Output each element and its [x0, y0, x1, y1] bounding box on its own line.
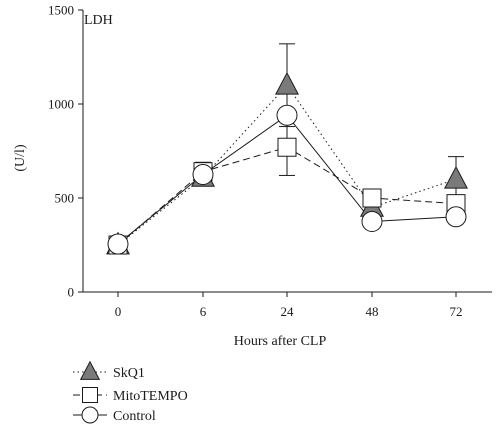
x-tick-label: 0	[115, 304, 122, 319]
x-tick-label: 24	[281, 304, 295, 319]
legend-marker-control	[81, 406, 99, 424]
y-tick-label: 1500	[48, 3, 74, 18]
y-tick-label: 0	[68, 285, 75, 300]
x-axis-label: Hours after CLP	[234, 334, 327, 349]
x-tick-label: 6	[200, 304, 207, 319]
data-point-control	[107, 233, 129, 255]
legend-marker-mitotempo	[82, 387, 98, 403]
data-point-control	[445, 206, 467, 228]
legend: SkQ1 MitoTEMPO Control	[73, 360, 188, 424]
markers-group	[106, 71, 468, 255]
y-tick-label: 500	[55, 191, 75, 206]
axes-group: 0 500 1000 1500 0 6 24 48 72	[48, 3, 492, 319]
data-point-control	[361, 211, 383, 232]
data-point-skq1	[444, 165, 468, 189]
data-point-mitotempo	[362, 188, 382, 208]
legend-label-skq1: SkQ1	[113, 366, 145, 381]
legend-label-control: Control	[113, 409, 156, 424]
y-tick-label: 1000	[48, 97, 74, 112]
data-point-skq1	[275, 71, 299, 95]
panel-label: LDH	[84, 13, 113, 28]
data-point-control	[276, 104, 298, 126]
data-point-control	[192, 164, 214, 185]
data-point-mitotempo	[277, 137, 297, 157]
legend-marker-skq1	[79, 360, 101, 380]
series-line-skq1	[117, 84, 457, 246]
x-tick-label: 48	[366, 304, 379, 319]
legend-label-mitotempo: MitoTEMPO	[113, 389, 188, 404]
error-bars-group	[195, 43, 464, 203]
x-tick-label: 72	[450, 304, 463, 319]
y-axis-label: (U/l)	[13, 144, 28, 172]
